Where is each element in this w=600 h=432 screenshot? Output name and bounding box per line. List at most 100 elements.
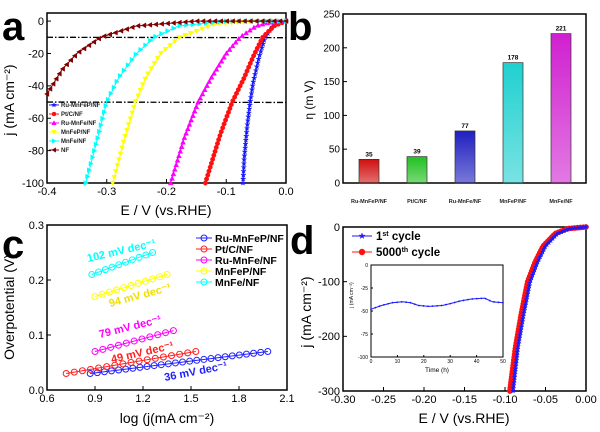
data-point bbox=[163, 271, 171, 278]
x-tick-label: 0.6 bbox=[39, 393, 54, 405]
data-point bbox=[105, 96, 111, 103]
data-point bbox=[242, 350, 250, 358]
y-tick-label: 0.0 bbox=[29, 385, 44, 397]
category-label: Ru-MnFe/NF bbox=[449, 199, 482, 205]
data-point bbox=[102, 109, 108, 116]
data-point bbox=[214, 354, 222, 362]
data-point bbox=[91, 293, 99, 300]
data-point bbox=[112, 169, 119, 175]
y-tick-label: 50 bbox=[329, 145, 341, 156]
y-tick-label: 0 bbox=[334, 179, 340, 190]
data-point bbox=[129, 110, 136, 116]
data-point bbox=[176, 350, 184, 358]
data-point bbox=[235, 351, 243, 359]
data-point bbox=[247, 93, 255, 101]
data-point bbox=[93, 141, 99, 148]
data-point bbox=[78, 367, 86, 375]
legend-label: 5000th cycle bbox=[376, 247, 440, 259]
inset-data-point bbox=[458, 300, 460, 303]
data-point bbox=[177, 22, 183, 29]
legend-label: 1st cycle bbox=[376, 231, 421, 243]
legend-marker bbox=[51, 138, 57, 144]
y-tick-label: -25 bbox=[361, 286, 368, 292]
panel-letter-c: c bbox=[2, 223, 24, 267]
data-point bbox=[566, 225, 573, 232]
inset-data-point bbox=[431, 305, 434, 308]
legend: 1st cycle 5000th cycle bbox=[352, 231, 440, 259]
data-point bbox=[177, 148, 184, 154]
inset-data-point bbox=[413, 303, 416, 306]
data-point bbox=[158, 50, 164, 57]
data-point bbox=[122, 339, 130, 347]
inset-chart: 0 10 20 30 40 50 0 -25 -50 -75 -100 Time (h) j (mA c… bbox=[349, 263, 506, 374]
x-tick-label: -0.05 bbox=[533, 394, 558, 406]
y-tick-label: -100 bbox=[358, 355, 368, 361]
data-point bbox=[199, 91, 206, 97]
data-point bbox=[132, 99, 139, 105]
x-tick-label: -0.2 bbox=[157, 186, 176, 198]
data-point bbox=[204, 24, 211, 30]
bar-Pt/C/NF bbox=[406, 156, 428, 184]
data-point bbox=[90, 39, 97, 45]
data-point bbox=[95, 364, 103, 372]
data-point bbox=[115, 366, 123, 374]
bar-data-label: 178 bbox=[508, 55, 519, 62]
data-point bbox=[129, 24, 135, 31]
data-point bbox=[148, 37, 154, 44]
data-point bbox=[127, 282, 135, 289]
y-tick-label: 0.1 bbox=[29, 330, 44, 342]
plot-frame bbox=[46, 224, 288, 391]
data-point bbox=[59, 65, 65, 72]
slope-label: 102 mV dec⁻¹ bbox=[86, 237, 157, 265]
data-point bbox=[516, 337, 523, 344]
y-tick-label: -100 bbox=[318, 277, 340, 289]
bar-MnFeP/NF bbox=[502, 62, 524, 184]
data-point bbox=[545, 239, 552, 246]
data-point bbox=[108, 367, 116, 375]
data-point bbox=[208, 74, 215, 80]
data-point bbox=[134, 279, 142, 287]
data-point bbox=[252, 66, 260, 74]
data-point bbox=[523, 298, 530, 305]
data-point bbox=[526, 279, 533, 286]
bar-data-label: 35 bbox=[365, 151, 373, 158]
data-point bbox=[211, 18, 218, 24]
data-point bbox=[138, 335, 146, 343]
data-point bbox=[87, 365, 94, 373]
y-tick-label: 100 bbox=[323, 111, 340, 122]
inset-data-point bbox=[405, 301, 407, 304]
x-tick-label: -0.3 bbox=[97, 186, 116, 198]
fit-line bbox=[91, 252, 153, 275]
data-point bbox=[192, 348, 200, 355]
x-axis-label: log (j(mA cm⁻²) bbox=[120, 410, 215, 426]
data-point bbox=[100, 115, 106, 122]
data-point bbox=[70, 368, 78, 376]
y-tick-label: 0.3 bbox=[29, 220, 44, 232]
inset-data-point bbox=[493, 301, 495, 303]
data-point bbox=[524, 293, 531, 300]
inset-data-point bbox=[466, 298, 469, 301]
data-point bbox=[517, 329, 524, 336]
data-point bbox=[101, 266, 109, 274]
data-point bbox=[241, 144, 249, 151]
data-point bbox=[164, 360, 172, 368]
data-point bbox=[143, 362, 151, 370]
x-tick-label: 1.2 bbox=[135, 393, 150, 405]
data-point bbox=[103, 102, 109, 109]
data-point bbox=[85, 173, 91, 180]
data-point bbox=[547, 237, 554, 244]
data-point bbox=[235, 18, 241, 24]
data-point bbox=[191, 108, 198, 114]
data-point bbox=[249, 82, 257, 89]
data-point bbox=[257, 48, 264, 55]
data-point bbox=[99, 345, 107, 353]
data-point bbox=[240, 156, 248, 163]
data-point bbox=[243, 128, 250, 136]
x-tick-label: -0.1 bbox=[217, 186, 236, 198]
data-point bbox=[520, 312, 527, 319]
legend-label: Ru-MnFe/NF bbox=[61, 121, 97, 127]
data-point bbox=[121, 67, 128, 74]
fit-line bbox=[90, 351, 268, 374]
data-point bbox=[181, 134, 188, 140]
